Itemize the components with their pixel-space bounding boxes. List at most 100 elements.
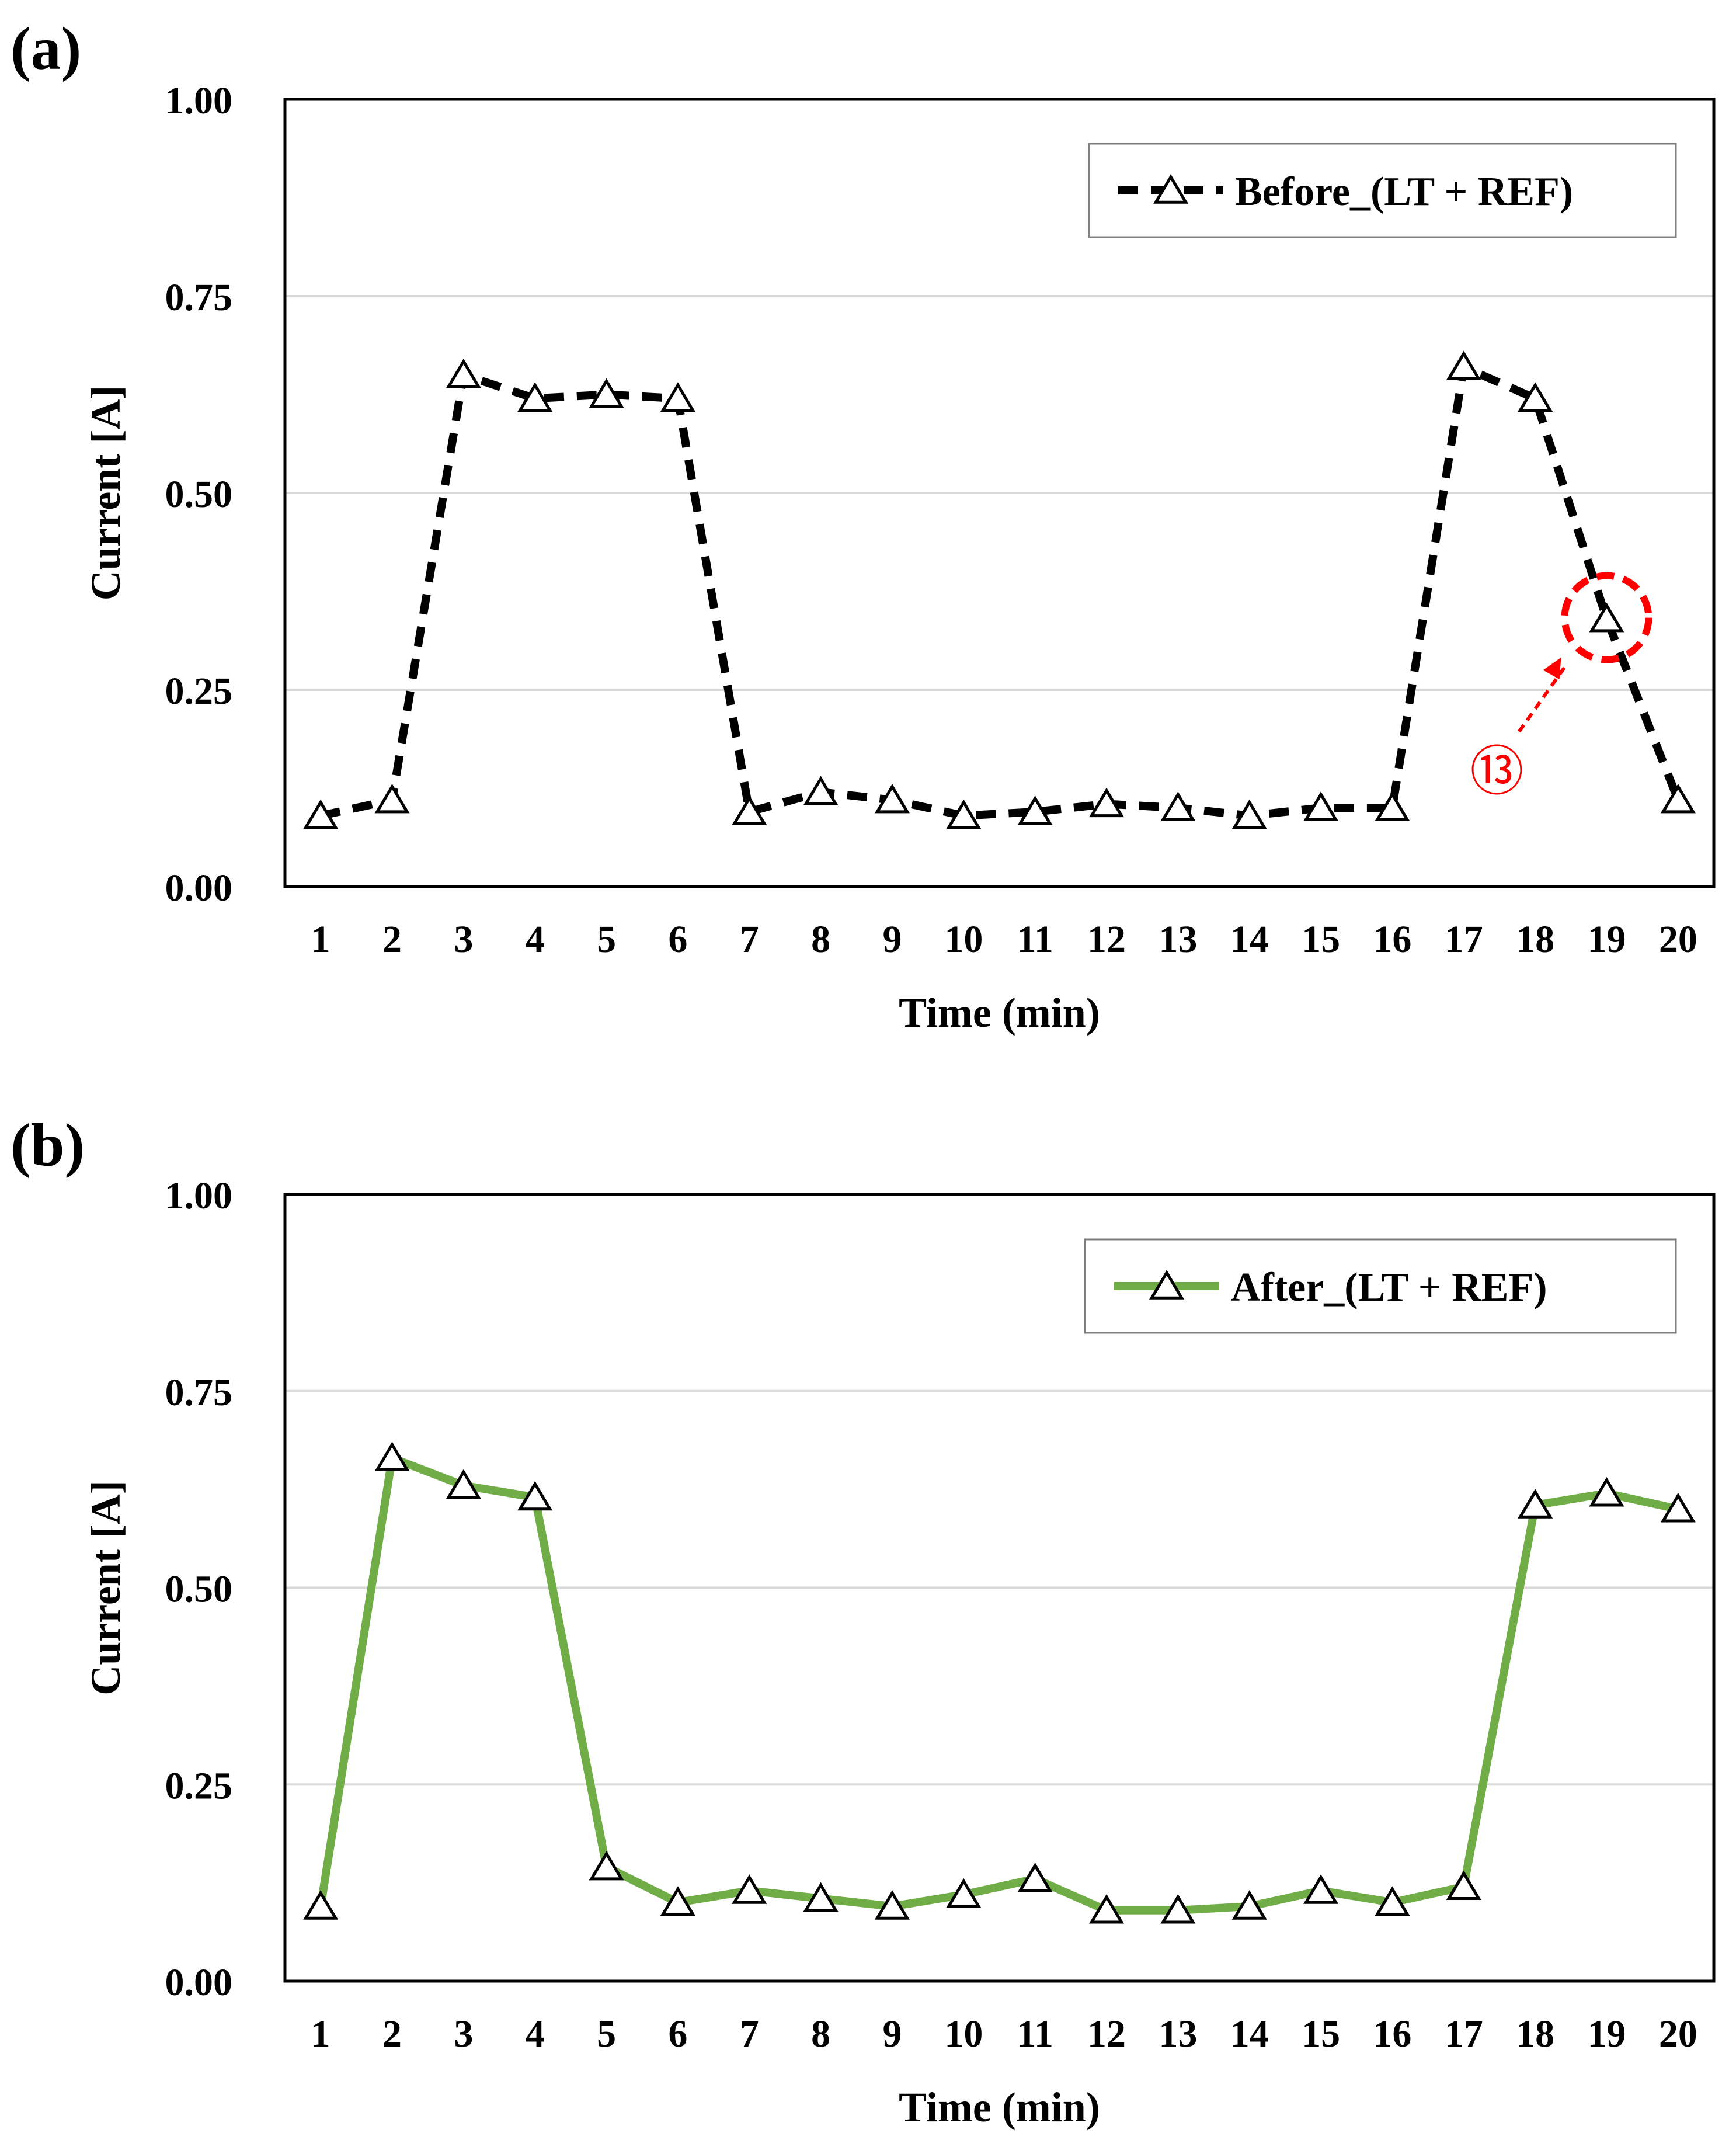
data-point-marker <box>1518 382 1553 412</box>
data-point-marker <box>1446 350 1481 381</box>
data-point-marker <box>732 795 767 825</box>
x-tick-label: 11 <box>1017 2013 1053 2055</box>
plot-area-border <box>283 1193 1716 1983</box>
x-tick-label: 18 <box>1516 2013 1554 2055</box>
x-tick-label: 3 <box>454 918 473 961</box>
x-tick-label: 13 <box>1159 2013 1197 2055</box>
y-tick-label: 0.50 <box>165 1568 233 1611</box>
x-axis-title: Time (min) <box>899 989 1100 1036</box>
chart-panel-b: (b)0.000.250.500.751.001 2 3 4 5 6 7 8 9 10 11 12 13… <box>11 1111 1716 2131</box>
data-point-marker <box>1160 1894 1196 1924</box>
annotation-arrowhead <box>1543 657 1561 680</box>
data-point-marker <box>1660 783 1696 814</box>
legend-marker-icon <box>1149 1270 1185 1300</box>
x-tick-label: 9 <box>882 2013 902 2055</box>
data-point-marker <box>303 799 339 829</box>
highlight-circle <box>1561 572 1652 663</box>
x-tick-label: 16 <box>1373 2013 1411 2055</box>
data-point-marker <box>1660 1492 1696 1523</box>
x-tick-label: 20 <box>1659 2013 1697 2055</box>
y-tick-label: 1.00 <box>165 79 233 122</box>
data-point-marker <box>517 1481 553 1511</box>
data-point-marker <box>660 382 695 412</box>
y-tick-label: 1.00 <box>165 1175 233 1217</box>
y-tick-label: 0.25 <box>165 1764 233 1807</box>
x-tick-label: 8 <box>811 918 830 961</box>
data-point-marker <box>874 783 910 814</box>
data-point-marker <box>803 776 839 805</box>
series-line <box>319 363 1682 820</box>
panel-label: (a) <box>11 15 81 82</box>
x-tick-label: 6 <box>668 2013 687 2055</box>
x-tick-label: 15 <box>1302 2013 1340 2055</box>
x-tick-label: 19 <box>1587 2013 1626 2055</box>
x-tick-label: 8 <box>811 2013 830 2055</box>
data-point-marker <box>589 378 624 408</box>
plot-area-border <box>283 98 1716 888</box>
legend-label: Before_(LT + REF) <box>1235 169 1573 214</box>
legend-label: After_(LT + REF) <box>1231 1265 1547 1310</box>
data-point-marker <box>517 382 553 412</box>
x-tick-label: 10 <box>944 2013 983 2055</box>
data-point-marker <box>1160 791 1196 821</box>
x-tick-label: 17 <box>1445 918 1483 961</box>
data-point-marker <box>446 1469 481 1499</box>
data-point-marker <box>1589 1476 1624 1507</box>
x-tick-label: 5 <box>597 2013 616 2055</box>
data-point-marker <box>732 1874 767 1904</box>
data-point-marker <box>1303 1874 1339 1904</box>
data-point-marker <box>1375 1886 1410 1916</box>
panel-label: (b) <box>11 1111 85 1179</box>
x-tick-label: 20 <box>1659 918 1697 961</box>
y-axis-title: Current [A] <box>82 385 129 601</box>
x-tick-label: 15 <box>1302 918 1340 961</box>
y-tick-label: 0.25 <box>165 670 233 713</box>
data-point-marker <box>1017 795 1053 825</box>
x-tick-label: 3 <box>454 2013 473 2055</box>
x-tick-label: 16 <box>1373 918 1411 961</box>
y-tick-label: 0.75 <box>165 1371 233 1414</box>
x-tick-label: 17 <box>1445 2013 1483 2055</box>
x-tick-label: 4 <box>526 918 545 961</box>
x-tick-label: 1 <box>311 918 330 961</box>
data-point-marker <box>303 1890 339 1920</box>
x-tick-label: 14 <box>1230 918 1269 961</box>
data-point-marker <box>1231 1890 1267 1920</box>
x-tick-label: 2 <box>382 918 402 961</box>
data-point-marker <box>1589 602 1624 633</box>
y-tick-label: 0.00 <box>165 1961 233 2004</box>
x-tick-label: 4 <box>526 2013 545 2055</box>
y-axis-title: Current [A] <box>82 1480 129 1696</box>
data-point-marker <box>1375 791 1410 821</box>
y-tick-label: 0.00 <box>165 867 233 909</box>
x-tick-label: 12 <box>1087 918 1126 961</box>
y-tick-label: 0.75 <box>165 276 233 319</box>
chart-panel-a: (a)0.000.250.500.751.001 2 3 4 5 6 7 8 9 10 11 12 13… <box>11 15 1716 1036</box>
x-tick-label: 12 <box>1087 2013 1126 2055</box>
data-point-marker <box>874 1890 910 1920</box>
x-axis-title: Time (min) <box>899 2084 1100 2131</box>
y-tick-label: 0.50 <box>165 473 233 516</box>
x-tick-label: 14 <box>1230 2013 1269 2055</box>
data-point-marker <box>589 1850 624 1881</box>
data-point-marker <box>1518 1489 1553 1519</box>
x-tick-label: 18 <box>1516 918 1554 961</box>
x-tick-label: 7 <box>740 2013 759 2055</box>
data-point-marker <box>1088 787 1125 818</box>
data-point-marker <box>946 1878 982 1908</box>
annotation-label: ⑬ <box>1470 741 1523 803</box>
data-point-marker <box>1231 799 1267 829</box>
data-point-marker <box>374 783 410 814</box>
x-tick-label: 11 <box>1017 918 1053 961</box>
data-point-marker <box>1303 791 1339 821</box>
x-tick-label: 13 <box>1159 918 1197 961</box>
x-tick-label: 1 <box>311 2013 330 2055</box>
data-point-marker <box>446 358 481 388</box>
x-tick-label: 7 <box>740 918 759 961</box>
data-point-marker <box>803 1882 839 1912</box>
x-tick-label: 9 <box>882 918 902 961</box>
x-tick-label: 10 <box>944 918 983 961</box>
x-tick-label: 6 <box>668 918 687 961</box>
data-point-marker <box>1017 1862 1053 1892</box>
data-point-marker <box>660 1886 695 1916</box>
